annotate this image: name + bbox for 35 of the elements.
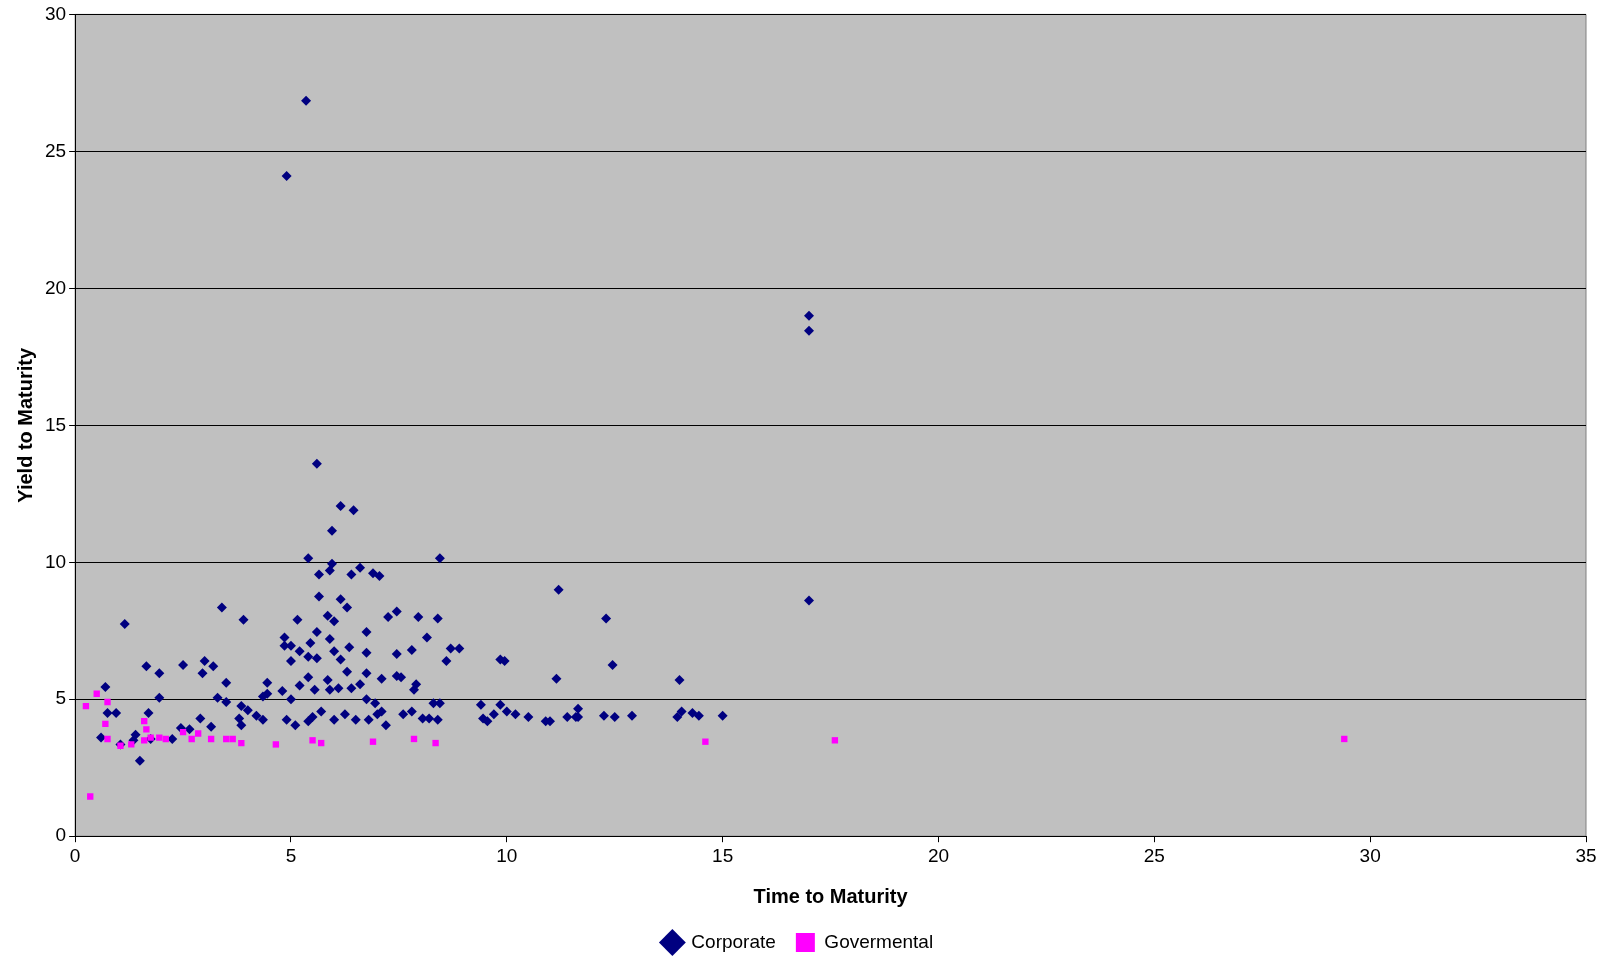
x-tick-label: 25 — [1143, 844, 1165, 866]
point — [128, 741, 135, 748]
point — [309, 737, 316, 744]
x-tick-label: 10 — [496, 844, 518, 866]
legend-label: Govermental — [824, 930, 934, 952]
y-tick-label: 25 — [44, 139, 67, 161]
x-tick-label: 5 — [285, 844, 297, 866]
point — [141, 737, 148, 744]
point — [432, 739, 439, 747]
legend-label: Corporate — [691, 930, 776, 952]
point — [272, 741, 280, 748]
x-tick-label: 20 — [927, 844, 950, 866]
point — [104, 735, 111, 743]
point — [194, 730, 202, 737]
point — [102, 720, 109, 728]
point — [410, 735, 418, 743]
point — [87, 793, 94, 800]
point — [104, 698, 111, 706]
point — [238, 739, 245, 747]
x-tick-label: 15 — [712, 844, 734, 866]
y-tick-label: 30 — [44, 2, 67, 24]
y-tick-label: 0 — [55, 824, 67, 846]
x-tick-label: 35 — [1575, 844, 1597, 866]
y-tick-label: 10 — [44, 550, 67, 572]
y-tick-label: 20 — [44, 276, 67, 298]
point — [156, 734, 163, 741]
y-axis-title: Yield to Maturity — [13, 347, 36, 503]
y-tick-label: 15 — [44, 413, 67, 435]
y-tick-label: 5 — [55, 687, 67, 709]
x-tick-label: 30 — [1359, 844, 1381, 866]
point — [702, 738, 709, 745]
x-tick-label: 0 — [69, 844, 81, 866]
point — [831, 737, 839, 744]
point — [143, 726, 150, 733]
x-axis-title: Time to Maturity — [753, 884, 909, 907]
